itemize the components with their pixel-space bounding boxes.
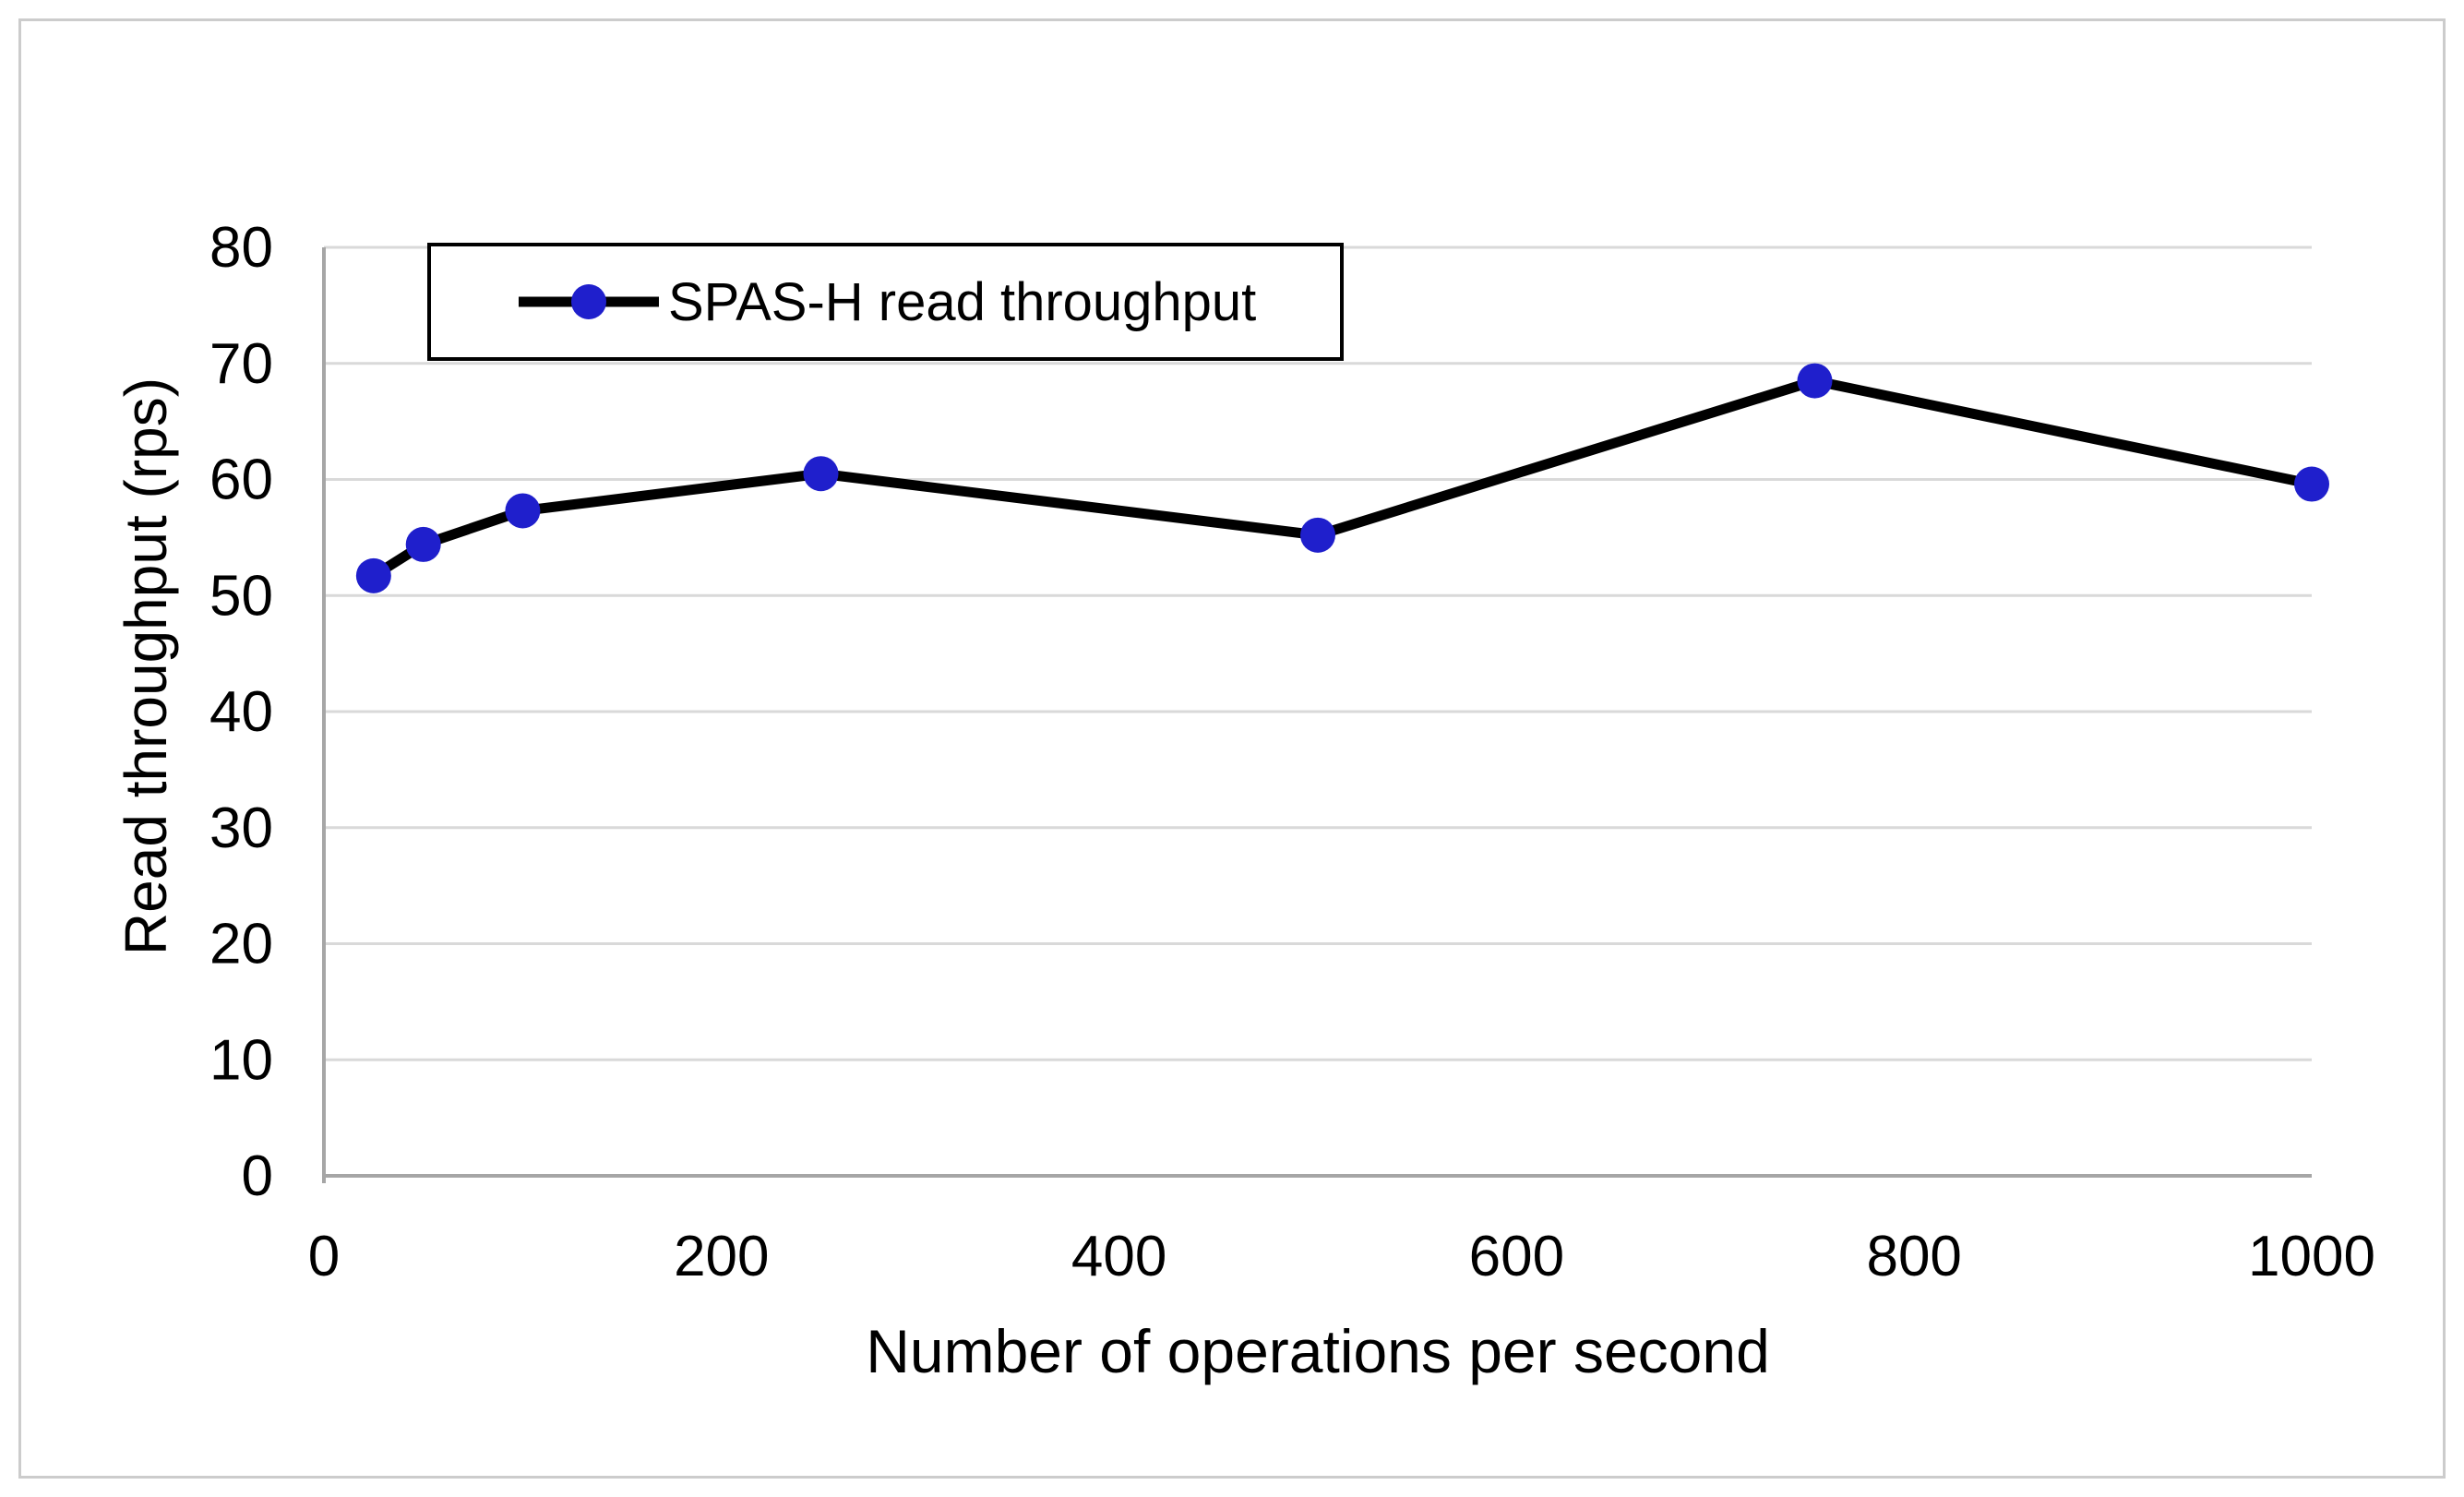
y-axis-title: Read throughput (rps) <box>113 377 179 956</box>
x-tick-label: 800 <box>1866 1225 1961 1288</box>
y-tick-label: 20 <box>209 913 273 976</box>
x-axis-title: Number of operations per second <box>866 1317 1770 1385</box>
data-point <box>1797 363 1833 399</box>
data-point <box>1300 517 1335 553</box>
legend-label: SPAS-H read throughput <box>668 271 1257 332</box>
data-point <box>405 526 441 562</box>
x-tick-label: 600 <box>1469 1225 1564 1288</box>
y-tick-label: 60 <box>209 449 273 512</box>
y-tick-label: 30 <box>209 796 273 860</box>
legend: SPAS-H read throughput <box>427 243 1344 361</box>
x-tick-label: 0 <box>308 1225 340 1288</box>
data-point <box>803 456 839 492</box>
data-point <box>2294 466 2329 502</box>
x-tick-label: 400 <box>1071 1225 1166 1288</box>
x-tick-label: 200 <box>674 1225 769 1288</box>
y-tick-label: 70 <box>209 332 273 396</box>
y-tick-label: 10 <box>209 1028 273 1092</box>
data-point <box>355 557 391 593</box>
y-tick-label: 0 <box>242 1144 273 1208</box>
y-tick-label: 40 <box>209 680 273 744</box>
data-point <box>505 493 541 529</box>
legend-marker-icon <box>571 284 606 319</box>
legend-line-marker-sample <box>519 281 659 322</box>
y-tick-label: 80 <box>209 216 273 280</box>
x-tick-label: 1000 <box>2248 1225 2375 1288</box>
y-tick-label: 50 <box>209 564 273 628</box>
